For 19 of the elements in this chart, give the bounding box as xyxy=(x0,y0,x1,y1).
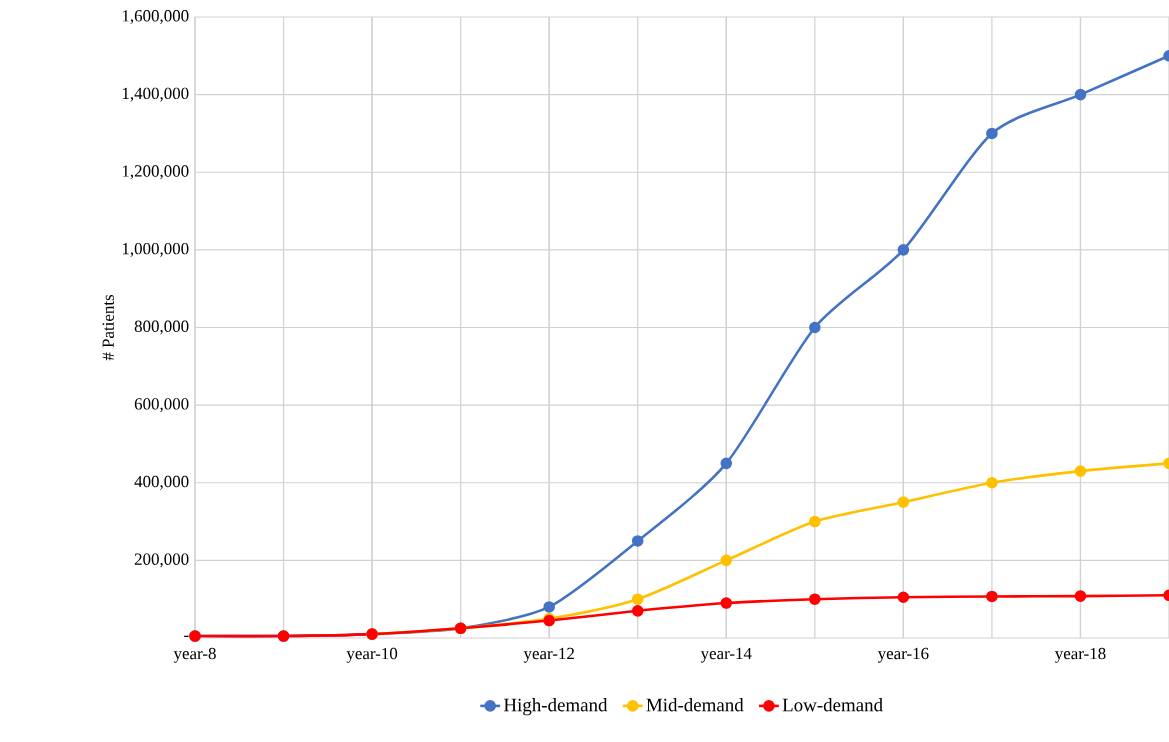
x-tick-label: year-16 xyxy=(877,647,929,663)
y-tick-label: 1,400,000 xyxy=(122,87,189,102)
y-tick-label: 800,000 xyxy=(134,320,189,335)
y-tick-label: 1,600,000 xyxy=(122,10,189,24)
legend-label: Low-demand xyxy=(782,698,883,712)
y-tick-label: - xyxy=(184,635,189,637)
y-tick-label: 200,000 xyxy=(134,553,189,568)
x-tick-label: year-18 xyxy=(1054,647,1106,663)
x-tick-label: year-10 xyxy=(346,647,398,663)
x-tick-label: year-14 xyxy=(700,647,752,663)
x-tick-label: year-8 xyxy=(173,647,216,663)
x-tick-label: year-12 xyxy=(523,647,574,663)
y-tick-label: 400,000 xyxy=(134,475,189,490)
legend-label: High-demand xyxy=(503,698,608,716)
y-tick-label: 1,000,000 xyxy=(122,242,189,257)
legend-label: Mid-demand xyxy=(646,698,744,712)
y-tick-label: 600,000 xyxy=(134,398,189,413)
y-tick-label: 1,200,000 xyxy=(122,165,189,180)
y-axis-title: # Patients xyxy=(102,294,114,361)
